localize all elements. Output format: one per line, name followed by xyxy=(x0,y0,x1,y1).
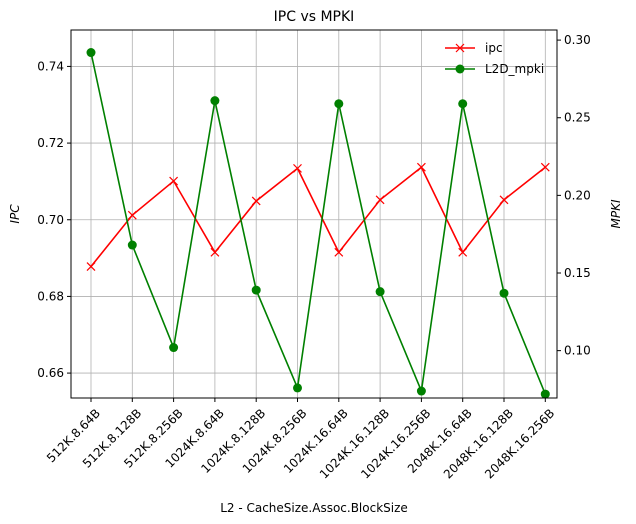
data-point-L2D_mpki xyxy=(375,287,385,297)
data-point-L2D_mpki xyxy=(540,389,550,399)
x-tick-label: 2048K.16.256B xyxy=(482,406,557,481)
data-point-ipc xyxy=(416,162,426,172)
y-tick-label-right: 0.25 xyxy=(564,111,591,125)
x-axis-label: L2 - CacheSize.Assoc.BlockSize xyxy=(220,501,408,515)
chart-title: IPC vs MPKI xyxy=(274,9,355,25)
ticks-layer: 512K.8.64B512K.8.128B512K.8.256B1024K.8.… xyxy=(37,33,590,481)
y-tick-label-left: 0.66 xyxy=(37,366,64,380)
x-tick-label: 1024K.16.128B xyxy=(317,406,392,481)
legend-marker xyxy=(455,64,465,74)
x-tick-label: 2048K.16.128B xyxy=(441,406,516,481)
legend-marker xyxy=(455,43,465,53)
y-tick-label-right: 0.10 xyxy=(564,344,591,358)
legend: ipc L2D_mpki xyxy=(445,41,544,76)
y-tick-label-right: 0.20 xyxy=(564,188,591,202)
legend-label: ipc xyxy=(485,41,503,55)
data-point-L2D_mpki xyxy=(416,386,426,396)
data-point-ipc xyxy=(499,195,509,205)
grid xyxy=(71,30,557,398)
data-point-ipc xyxy=(540,162,550,172)
data-point-ipc xyxy=(251,196,261,206)
data-point-L2D_mpki xyxy=(169,343,179,353)
y-tick-label-left: 0.70 xyxy=(37,213,64,227)
data-point-ipc xyxy=(334,247,344,257)
data-point-L2D_mpki xyxy=(127,240,137,250)
data-point-L2D_mpki xyxy=(458,99,468,109)
data-point-ipc xyxy=(458,247,468,257)
data-point-L2D_mpki xyxy=(251,285,261,295)
data-point-ipc xyxy=(375,195,385,205)
legend-entry-L2D_mpki: L2D_mpki xyxy=(445,62,544,76)
data-point-ipc xyxy=(86,262,96,271)
y-tick-label-left: 0.74 xyxy=(37,59,64,73)
data-point-L2D_mpki xyxy=(210,96,220,106)
legend-label: L2D_mpki xyxy=(485,62,544,76)
data-point-ipc xyxy=(127,210,137,220)
plot-frame xyxy=(70,29,558,399)
y-tick-label-right: 0.30 xyxy=(564,33,591,47)
x-tick-label: 1024K.16.256B xyxy=(358,406,433,481)
series-line-L2D_mpki xyxy=(90,52,547,395)
y-tick-label-left: 0.68 xyxy=(37,289,64,303)
series-layer xyxy=(86,48,550,399)
data-point-L2D_mpki xyxy=(293,383,302,393)
y-tick-label-left: 0.72 xyxy=(37,136,64,150)
legend-entry-ipc: ipc xyxy=(445,41,503,55)
data-point-L2D_mpki xyxy=(499,288,509,298)
series-line-ipc xyxy=(90,165,546,268)
data-point-ipc xyxy=(169,176,179,186)
y-tick-label-right: 0.15 xyxy=(564,266,591,280)
data-point-L2D_mpki xyxy=(86,48,96,58)
data-point-ipc xyxy=(210,247,220,257)
y-axis-label-left: IPC xyxy=(8,204,22,224)
data-point-L2D_mpki xyxy=(334,99,344,109)
data-point-ipc xyxy=(293,163,302,173)
y-axis-label-right: MPKI xyxy=(609,199,623,228)
